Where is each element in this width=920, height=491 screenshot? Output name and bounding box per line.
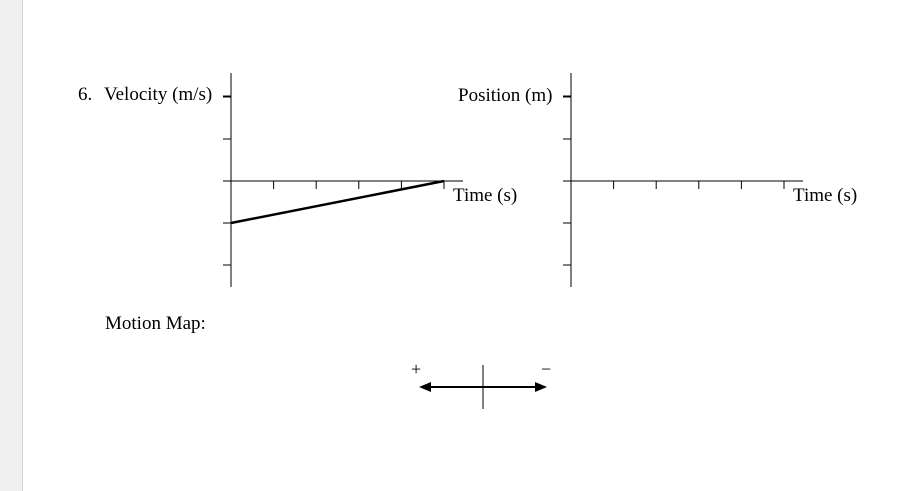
motion-map-label: Motion Map: <box>105 313 206 334</box>
motion-map-plus-sign: + <box>411 359 422 379</box>
velocity-x-axis-label: Time (s) <box>453 185 518 206</box>
velocity-graph <box>223 73 463 287</box>
position-y-axis-label: Position (m) <box>458 85 553 106</box>
motion-map-minus-sign: − <box>541 359 552 379</box>
velocity-data-line <box>230 179 445 225</box>
problem-number: 6. <box>78 84 93 105</box>
position-graph <box>563 73 803 287</box>
motion-map-graphic <box>419 365 547 409</box>
position-x-axis-label: Time (s) <box>793 185 858 206</box>
motion-map-right-arrowhead <box>535 382 547 392</box>
left-margin-gutter <box>0 0 23 491</box>
velocity-y-axis-label: Velocity (m/s) <box>104 84 213 105</box>
motion-map-left-arrowhead <box>419 382 431 392</box>
